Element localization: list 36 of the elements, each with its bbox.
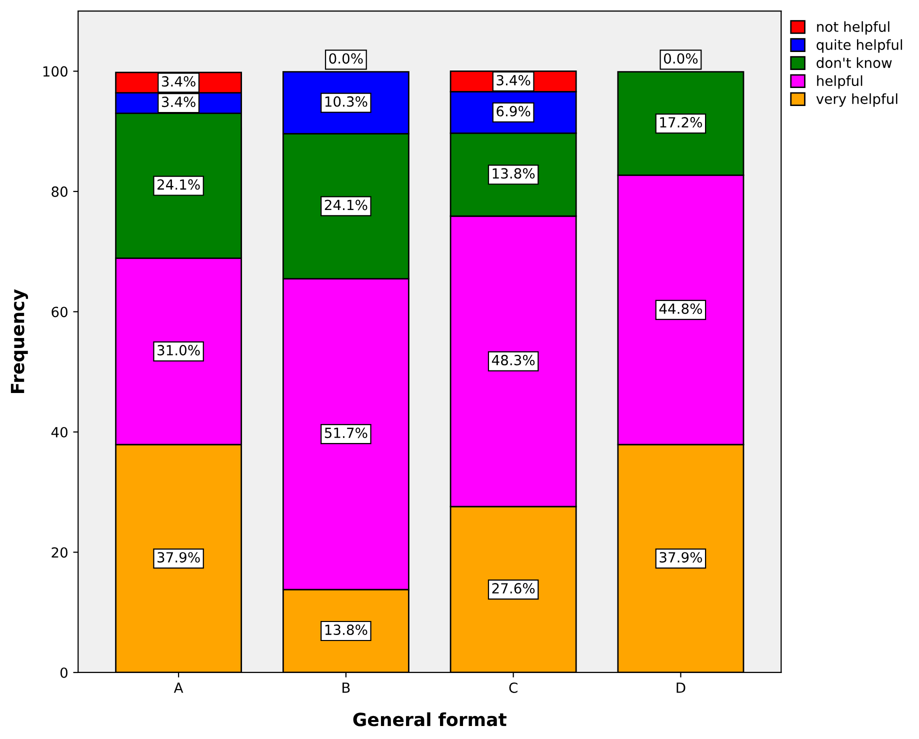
y-axis-title: Frequency	[10, 289, 28, 393]
data-label: 13.8%	[325, 624, 368, 636]
data-label: 6.9%	[496, 106, 530, 116]
y-tick-label: 100	[43, 66, 68, 77]
y-tick-label: 80	[52, 186, 68, 197]
y-tick-label: 40	[51, 426, 68, 438]
data-label: 3.4%	[496, 74, 530, 86]
x-axis-title: General format	[353, 712, 506, 726]
x-tick-label: A	[174, 682, 184, 693]
data-label: 31.0%	[158, 344, 200, 356]
legend-label: not helpful	[817, 21, 890, 35]
y-tick-label: 60	[52, 306, 68, 318]
legend-label: quite helpful	[816, 39, 902, 53]
data-label: 3.4%	[162, 76, 196, 87]
data-label: 10.3%	[325, 96, 368, 107]
data-label: 24.1%	[324, 200, 368, 210]
x-tick-label: C	[509, 682, 518, 693]
data-label: 17.2%	[660, 117, 702, 128]
data-label: 44.8%	[659, 303, 702, 314]
legend-label: very helpful	[816, 93, 898, 107]
x-tick-label: B	[342, 682, 350, 693]
legend-label: helpful	[817, 75, 862, 89]
y-tick-label: 0	[60, 667, 68, 678]
data-label: 24.1%	[158, 179, 200, 190]
legend-label: don't know	[816, 57, 892, 68]
data-label: 13.8%	[492, 168, 535, 179]
data-label: 37.9%	[660, 552, 702, 563]
data-label: 37.9%	[158, 552, 200, 563]
data-label: 0.0%	[664, 53, 698, 64]
data-label: 51.7%	[324, 428, 368, 438]
x-tick-label: D	[676, 682, 686, 693]
data-label: 27.6%	[492, 583, 535, 594]
y-tick-label: 20	[52, 547, 68, 558]
data-label: 0.0%	[329, 53, 363, 64]
data-label: 48.3%	[492, 354, 535, 366]
data-label: 3.4%	[162, 96, 196, 108]
